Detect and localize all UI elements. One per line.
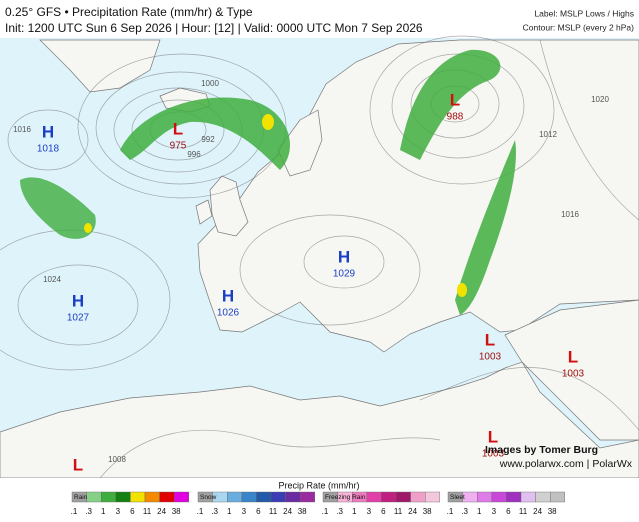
legend-tick: 6	[130, 507, 135, 516]
contour-label: 1016	[561, 210, 579, 219]
low-marker: L	[173, 119, 183, 138]
legend-swatch	[256, 491, 272, 503]
low-marker: L	[450, 90, 460, 109]
legend-tick: 1	[101, 507, 106, 516]
contour-label: 1016	[13, 125, 31, 134]
legend-tick: .1	[71, 507, 78, 516]
legend-title: Precip Rate (mm/hr)	[278, 480, 359, 490]
legend-swatch	[100, 491, 116, 503]
contour-note: Contour: MSLP (every 2 hPa)	[523, 22, 635, 32]
legend-group-name: Sleet	[450, 494, 465, 501]
legend-swatch	[366, 491, 382, 503]
pressure-value: 975	[170, 141, 187, 152]
pressure-value: 1029	[333, 269, 356, 280]
legend-group-name: Snow	[200, 494, 217, 501]
legend-group-name: Freezing Rain	[325, 494, 366, 501]
legend-swatch	[173, 491, 189, 503]
low-marker: L	[488, 427, 498, 446]
legend-tick: 3	[492, 507, 497, 516]
legend-tick: 11	[143, 507, 152, 516]
legend-tick: 1	[477, 507, 482, 516]
legend-tick: .3	[461, 507, 468, 516]
legend-tick: 3	[242, 507, 247, 516]
high-marker: H	[222, 286, 234, 305]
credit: Images by Tomer Burg	[485, 444, 598, 456]
legend-tick: .3	[211, 507, 218, 516]
legend-tick: 1	[227, 507, 232, 516]
legend-tick: 6	[381, 507, 386, 516]
legend-tick: .1	[447, 507, 454, 516]
legend-swatch	[130, 491, 146, 503]
legend-tick: 1	[352, 507, 357, 516]
legend-swatch	[144, 491, 160, 503]
legend-tick: 24	[283, 507, 292, 516]
legend-swatch	[270, 491, 286, 503]
legend-swatch	[506, 491, 522, 503]
contour-label: 992	[201, 135, 215, 144]
legend-swatch	[86, 491, 102, 503]
legend-swatch	[381, 491, 397, 503]
legend-tick: 38	[548, 507, 557, 516]
legend-swatch	[300, 491, 316, 503]
legend-tick: 6	[506, 507, 511, 516]
low-marker: L	[568, 347, 578, 366]
contour-label: 1000	[201, 79, 219, 88]
high-marker: H	[338, 247, 350, 266]
legend-swatch	[477, 491, 493, 503]
legend-swatch	[491, 491, 507, 503]
contour-label: 1024	[43, 275, 61, 284]
credit: www.polarwx.com | PolarWx	[499, 458, 633, 470]
pressure-value: 988	[447, 112, 464, 123]
title: 0.25° GFS • Precipitation Rate (mm/hr) &…	[5, 5, 253, 19]
legend-tick: 6	[256, 507, 261, 516]
legend-swatch	[395, 491, 411, 503]
pressure-value: 1003	[482, 449, 505, 460]
legend-tick: 24	[533, 507, 542, 516]
legend-tick: .1	[197, 507, 204, 516]
contour-label: 1012	[539, 130, 557, 139]
low-marker: L	[485, 330, 495, 349]
contour-label: 996	[187, 150, 201, 159]
legend-tick: .1	[322, 507, 329, 516]
legend-swatch	[410, 491, 426, 503]
legend-tick: 3	[367, 507, 372, 516]
legend-tick: .3	[85, 507, 92, 516]
legend-tick: 11	[269, 507, 278, 516]
contour-label: 1008	[108, 455, 126, 464]
legend-tick: 38	[172, 507, 181, 516]
precipitation	[20, 49, 516, 315]
pressure-value: 1018	[37, 144, 60, 155]
contour-label: 1020	[591, 95, 609, 104]
legend-swatch	[520, 491, 536, 503]
legend-tick: .3	[336, 507, 343, 516]
pressure-value: 1026	[217, 308, 240, 319]
legend-swatch	[226, 491, 242, 503]
legend-swatch	[425, 491, 441, 503]
high-marker: H	[72, 291, 84, 310]
legend-swatch	[159, 491, 175, 503]
legend-swatch	[550, 491, 566, 503]
legend-swatch	[241, 491, 257, 503]
label-note: Label: MSLP Lows / Highs	[534, 8, 634, 18]
legend-tick: 11	[394, 507, 403, 516]
legend-swatch	[285, 491, 301, 503]
legend-tick: 3	[116, 507, 121, 516]
legend-tick: 24	[157, 507, 166, 516]
low-marker: L	[73, 455, 83, 474]
subtitle: Init: 1200 UTC Sun 6 Sep 2026 | Hour: [1…	[5, 21, 423, 35]
pressure-value: 1003	[562, 369, 585, 380]
legend-tick: 11	[519, 507, 528, 516]
legend-tick: 38	[423, 507, 432, 516]
pressure-value: 1003	[479, 352, 502, 363]
legend-tick: 24	[408, 507, 417, 516]
legend-swatch	[115, 491, 131, 503]
legend-group-name: Rain	[74, 494, 88, 501]
legend-swatch	[535, 491, 551, 503]
high-marker: H	[42, 122, 54, 141]
map-area	[0, 35, 639, 479]
legend-tick: 38	[298, 507, 307, 516]
pressure-value: 1027	[67, 313, 90, 324]
